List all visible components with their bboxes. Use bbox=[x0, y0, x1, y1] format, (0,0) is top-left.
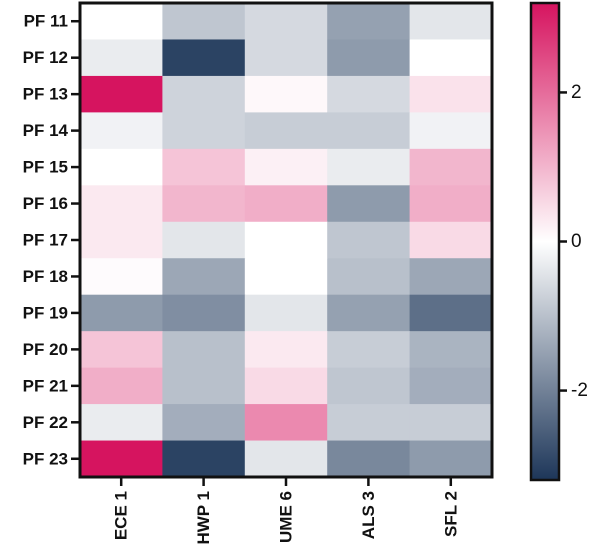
row-label: PF 16 bbox=[23, 194, 68, 213]
heatmap-cell bbox=[409, 148, 493, 186]
column-label: ECE 1 bbox=[112, 491, 131, 540]
heatmap-cell bbox=[80, 112, 163, 150]
heatmap-cell bbox=[244, 404, 328, 442]
row-label: PF 22 bbox=[23, 413, 68, 432]
row-label: PF 17 bbox=[23, 231, 68, 250]
heatmap-cell bbox=[409, 404, 493, 442]
heatmap-cell bbox=[244, 294, 328, 332]
heatmap-cell bbox=[80, 39, 163, 77]
heatmap-cell bbox=[162, 148, 246, 186]
heatmap-cell bbox=[327, 331, 411, 369]
heatmap-cell bbox=[80, 3, 163, 40]
heatmap-cell bbox=[162, 185, 246, 223]
heatmap-cell bbox=[80, 440, 163, 478]
heatmap-cell bbox=[244, 112, 328, 150]
heatmap-cell bbox=[80, 185, 163, 223]
row-label: PF 23 bbox=[23, 449, 68, 468]
heatmap-cell bbox=[409, 331, 493, 369]
colorbar-gradient bbox=[529, 1, 561, 482]
heatmap-cell bbox=[80, 221, 163, 259]
colorbar: 2 0 -2 bbox=[529, 1, 588, 482]
plot-frame bbox=[78, 1, 494, 479]
heatmap-cells bbox=[80, 3, 493, 478]
heatmap-cell bbox=[80, 75, 163, 113]
row-label: PF 20 bbox=[23, 340, 68, 359]
heatmap-cell bbox=[409, 75, 493, 113]
heatmap-cell bbox=[327, 258, 411, 296]
heatmap-cell bbox=[244, 185, 328, 223]
heatmap-cell bbox=[244, 148, 328, 186]
heatmap-cell bbox=[327, 39, 411, 77]
column-label: UME 6 bbox=[277, 491, 296, 543]
heatmap-cell bbox=[162, 404, 246, 442]
heatmap-cell bbox=[162, 75, 246, 113]
column-label: SFL 2 bbox=[441, 491, 460, 537]
colorbar-tick-label: -2 bbox=[571, 380, 588, 401]
row-label: PF 12 bbox=[23, 48, 68, 67]
row-label: PF 11 bbox=[24, 12, 68, 31]
heatmap-cell bbox=[162, 367, 246, 405]
heatmap-cell bbox=[409, 367, 493, 405]
heatmap-cell bbox=[162, 440, 246, 478]
heatmap-cell bbox=[409, 185, 493, 223]
row-label: PF 19 bbox=[23, 303, 68, 322]
heatmap-cell bbox=[80, 258, 163, 296]
row-label: PF 15 bbox=[23, 158, 68, 177]
heatmap-cell bbox=[162, 331, 246, 369]
heatmap-cell bbox=[327, 221, 411, 259]
heatmap-cell bbox=[244, 75, 328, 113]
row-labels: PF 11 PF 12 PF 13 PF 14 PF 15 PF 16 PF 17 PF 18… bbox=[23, 12, 80, 468]
heatmap-cell bbox=[162, 112, 246, 150]
heatmap-cell bbox=[244, 39, 328, 77]
heatmap-cell bbox=[327, 3, 411, 40]
heatmap-cell bbox=[244, 367, 328, 405]
heatmap-cell bbox=[162, 294, 246, 332]
heatmap-cell bbox=[80, 367, 163, 405]
row-label: PF 14 bbox=[23, 121, 69, 140]
heatmap-cell bbox=[409, 39, 493, 77]
heatmap-cell bbox=[244, 221, 328, 259]
heatmap-cell bbox=[327, 75, 411, 113]
heatmap-cell bbox=[244, 3, 328, 40]
heatmap-cell bbox=[409, 221, 493, 259]
column-label: HWP 1 bbox=[194, 491, 213, 545]
row-label: PF 18 bbox=[23, 267, 68, 286]
heatmap-cell bbox=[409, 294, 493, 332]
heatmap-cell bbox=[327, 148, 411, 186]
row-label: PF 13 bbox=[23, 85, 68, 104]
heatmap-cell bbox=[244, 440, 328, 478]
heatmap-cell bbox=[409, 112, 493, 150]
heatmap-cell bbox=[327, 294, 411, 332]
heatmap-cell bbox=[80, 294, 163, 332]
heatmap-cell bbox=[409, 440, 493, 478]
heatmap-cell bbox=[162, 3, 246, 40]
heatmap-cell bbox=[327, 185, 411, 223]
heatmap-cell bbox=[162, 39, 246, 77]
heatmap-cell bbox=[409, 3, 493, 40]
heatmap-cell bbox=[327, 404, 411, 442]
heatmap-cell bbox=[162, 221, 246, 259]
column-label: ALS 3 bbox=[359, 491, 378, 539]
heatmap-cell bbox=[327, 367, 411, 405]
heatmap-cell bbox=[162, 258, 246, 296]
heatmap-cell bbox=[327, 112, 411, 150]
heatmap-cell bbox=[244, 258, 328, 296]
heatmap-cell bbox=[409, 258, 493, 296]
colorbar-tick-label: 2 bbox=[571, 82, 582, 103]
row-label: PF 21 bbox=[23, 376, 68, 395]
column-labels: ECE 1 HWP 1 UME 6 ALS 3 SFL 2 bbox=[112, 477, 460, 545]
heatmap-cell bbox=[80, 331, 163, 369]
heatmap-cell bbox=[80, 404, 163, 442]
heatmap-cell bbox=[244, 331, 328, 369]
heatmap-cell bbox=[80, 148, 163, 186]
colorbar-tick-label: 0 bbox=[571, 231, 582, 252]
heatmap-cell bbox=[327, 440, 411, 478]
